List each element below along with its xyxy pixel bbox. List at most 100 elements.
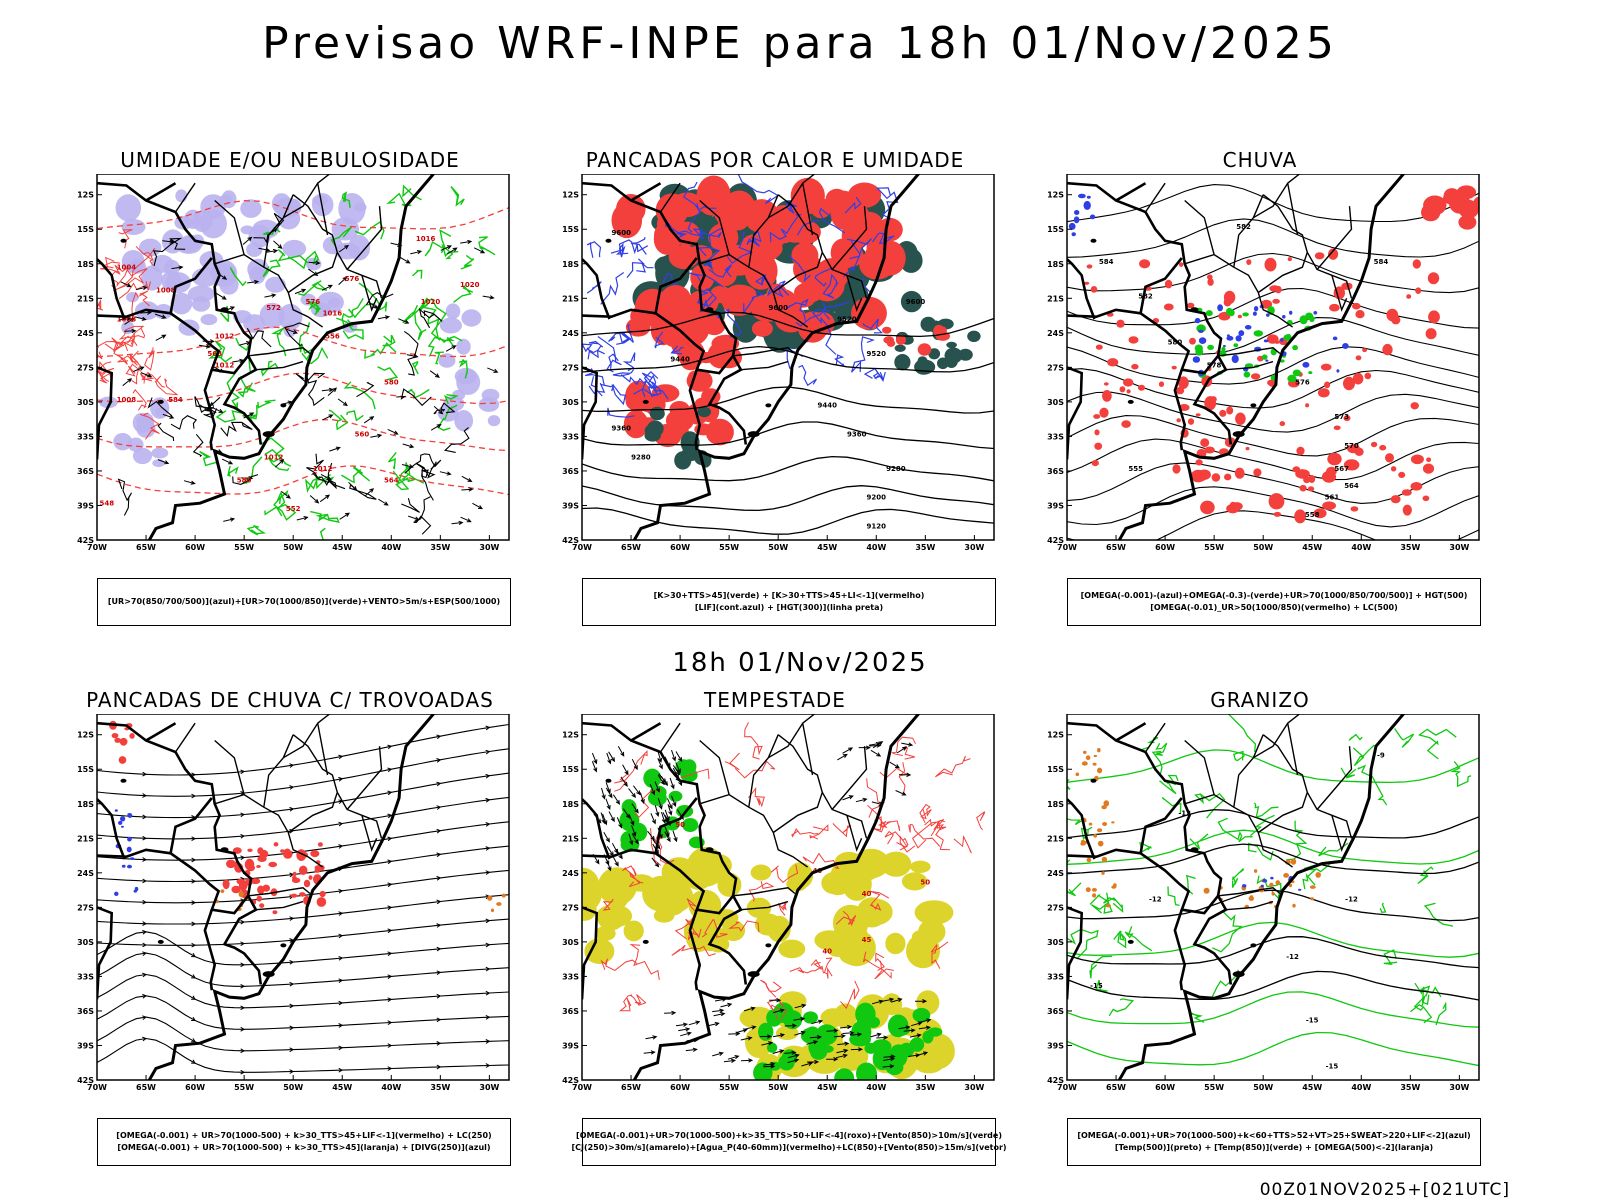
geopotential-streamline xyxy=(1067,218,1479,258)
humidity-low-contour xyxy=(298,280,328,296)
storm-orange-area xyxy=(501,893,506,898)
thickness-contour xyxy=(97,340,129,352)
jet-yellow-area xyxy=(852,848,890,879)
wind-vector xyxy=(675,762,681,774)
divergence-blue-area xyxy=(134,886,139,892)
state-border xyxy=(772,792,823,834)
lat-tick-label: 21S xyxy=(77,294,94,303)
wind-vector xyxy=(460,239,473,245)
wind-vector xyxy=(657,758,663,770)
lon-tick-label: 35W xyxy=(915,543,935,552)
lif-contour xyxy=(608,324,634,343)
instability-red-area xyxy=(895,334,906,345)
contour-label: 580 xyxy=(384,379,399,387)
wind-vector xyxy=(868,741,881,747)
rain-blue-area xyxy=(1336,369,1340,373)
wind-vector xyxy=(870,749,882,757)
omega-orange-area xyxy=(1097,748,1101,753)
streamline-arrow xyxy=(289,916,295,921)
lake-mark xyxy=(765,403,772,408)
temp850-contour xyxy=(1167,886,1180,907)
thickness-contour xyxy=(97,372,509,405)
rain-blue-area xyxy=(1226,334,1230,337)
low-level-contour xyxy=(628,871,644,888)
thickness-contour xyxy=(97,326,509,358)
rain-red-area xyxy=(1341,282,1352,290)
lon-tick-label: 35W xyxy=(915,1083,935,1092)
rain-blue-area xyxy=(1083,200,1091,210)
rain-blue-area xyxy=(1073,216,1080,224)
rain-red-area xyxy=(1343,459,1360,471)
wind-vector xyxy=(773,1008,785,1014)
thickness-contour xyxy=(140,412,160,440)
lake-mark xyxy=(1127,939,1134,944)
instability-red-area xyxy=(752,295,776,313)
omega-orange-area xyxy=(1292,903,1296,908)
state-border xyxy=(699,793,809,868)
low-level-contour xyxy=(724,752,740,771)
country-border xyxy=(654,257,698,314)
rain-blue-area xyxy=(1198,329,1204,333)
legend-box: [UR>70(850/700/500)](azul)+[UR>70(1000/8… xyxy=(97,578,511,626)
streamline-arrow xyxy=(338,776,344,782)
omega-orange-area xyxy=(1092,762,1097,766)
streamline-arrow xyxy=(485,942,491,948)
temp850-contour xyxy=(1067,882,1082,897)
storm-orange-area xyxy=(487,895,493,901)
rain-red-area xyxy=(1163,303,1174,311)
streamline-arrow xyxy=(142,857,148,862)
state-border xyxy=(287,252,338,294)
streamline-arrow xyxy=(387,974,393,980)
rain-green-area xyxy=(1253,330,1264,337)
state-border xyxy=(1225,900,1274,911)
state-border xyxy=(846,815,863,852)
forecast-time: 18h 01/Nov/2025 xyxy=(672,648,928,678)
wind-vector xyxy=(603,831,610,843)
lat-tick-label: 15S xyxy=(1047,225,1064,234)
humidity-low-contour xyxy=(330,226,353,247)
wind-vector xyxy=(605,787,613,799)
wind-vector xyxy=(835,1053,848,1059)
rain-red-area xyxy=(1204,396,1217,411)
humidity-upper-area xyxy=(199,209,227,239)
streamline-arrow xyxy=(142,921,148,926)
lat-tick-label: 24S xyxy=(1047,329,1064,338)
temp850-contour xyxy=(1217,817,1253,843)
omega-orange-area xyxy=(1290,858,1297,865)
thickness-contour xyxy=(154,375,179,396)
instability-red-area xyxy=(705,418,734,446)
lon-tick-label: 45W xyxy=(1302,1083,1322,1092)
wind-vector xyxy=(680,1031,692,1037)
lake-mark xyxy=(220,307,229,313)
pressure-contour xyxy=(443,427,470,453)
lon-tick-label: 50W xyxy=(283,543,303,552)
rain-blue-area xyxy=(1192,356,1201,363)
rain-red-area xyxy=(1427,272,1440,285)
humidity-upper-area xyxy=(437,404,459,422)
state-border xyxy=(346,746,383,810)
instability-red-area xyxy=(709,248,745,277)
rain-red-area xyxy=(1329,303,1340,312)
humidity-upper-area xyxy=(354,202,367,212)
contour-label: 1016 xyxy=(416,235,436,243)
streamline-arrow xyxy=(191,836,197,842)
rain-green-area xyxy=(1283,334,1292,341)
lat-tick-label: 27S xyxy=(1047,363,1064,372)
lat-tick-label: 33S xyxy=(77,972,94,981)
lon-tick-label: 40W xyxy=(381,543,401,552)
storm-red-area xyxy=(319,890,326,898)
lake-mark xyxy=(747,971,760,978)
wind-vector xyxy=(667,804,673,816)
legend-line: [LIF](cont.azul) + [HGT(300)](linha pret… xyxy=(694,603,884,612)
streamline-arrow xyxy=(142,1036,148,1042)
contour-label: 40 xyxy=(822,947,832,955)
country-border xyxy=(145,182,177,202)
wind-vector xyxy=(162,239,175,244)
lake-mark xyxy=(642,399,649,404)
streamline-arrow xyxy=(436,899,442,905)
thickness-contour xyxy=(113,247,156,292)
rain-red-area xyxy=(1211,473,1221,482)
omega-orange-area xyxy=(1103,800,1110,807)
rain-red-area xyxy=(1314,252,1325,260)
low-level-contour xyxy=(835,910,857,927)
